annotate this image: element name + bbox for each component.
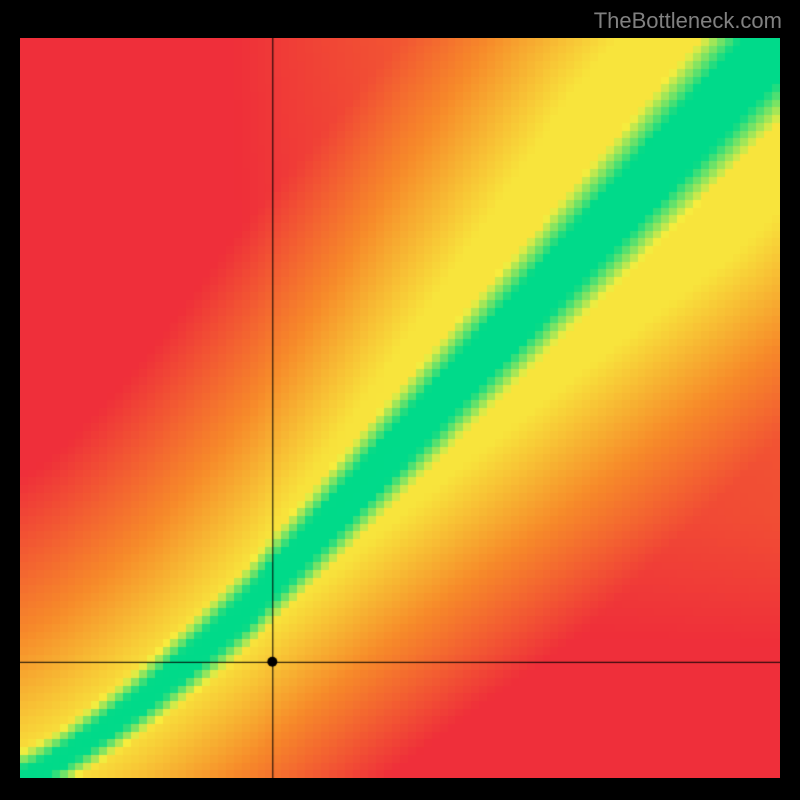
heatmap-canvas [20,38,780,778]
chart-container: TheBottleneck.com [0,0,800,800]
watermark-text: TheBottleneck.com [594,8,782,34]
heatmap-plot [20,38,780,778]
